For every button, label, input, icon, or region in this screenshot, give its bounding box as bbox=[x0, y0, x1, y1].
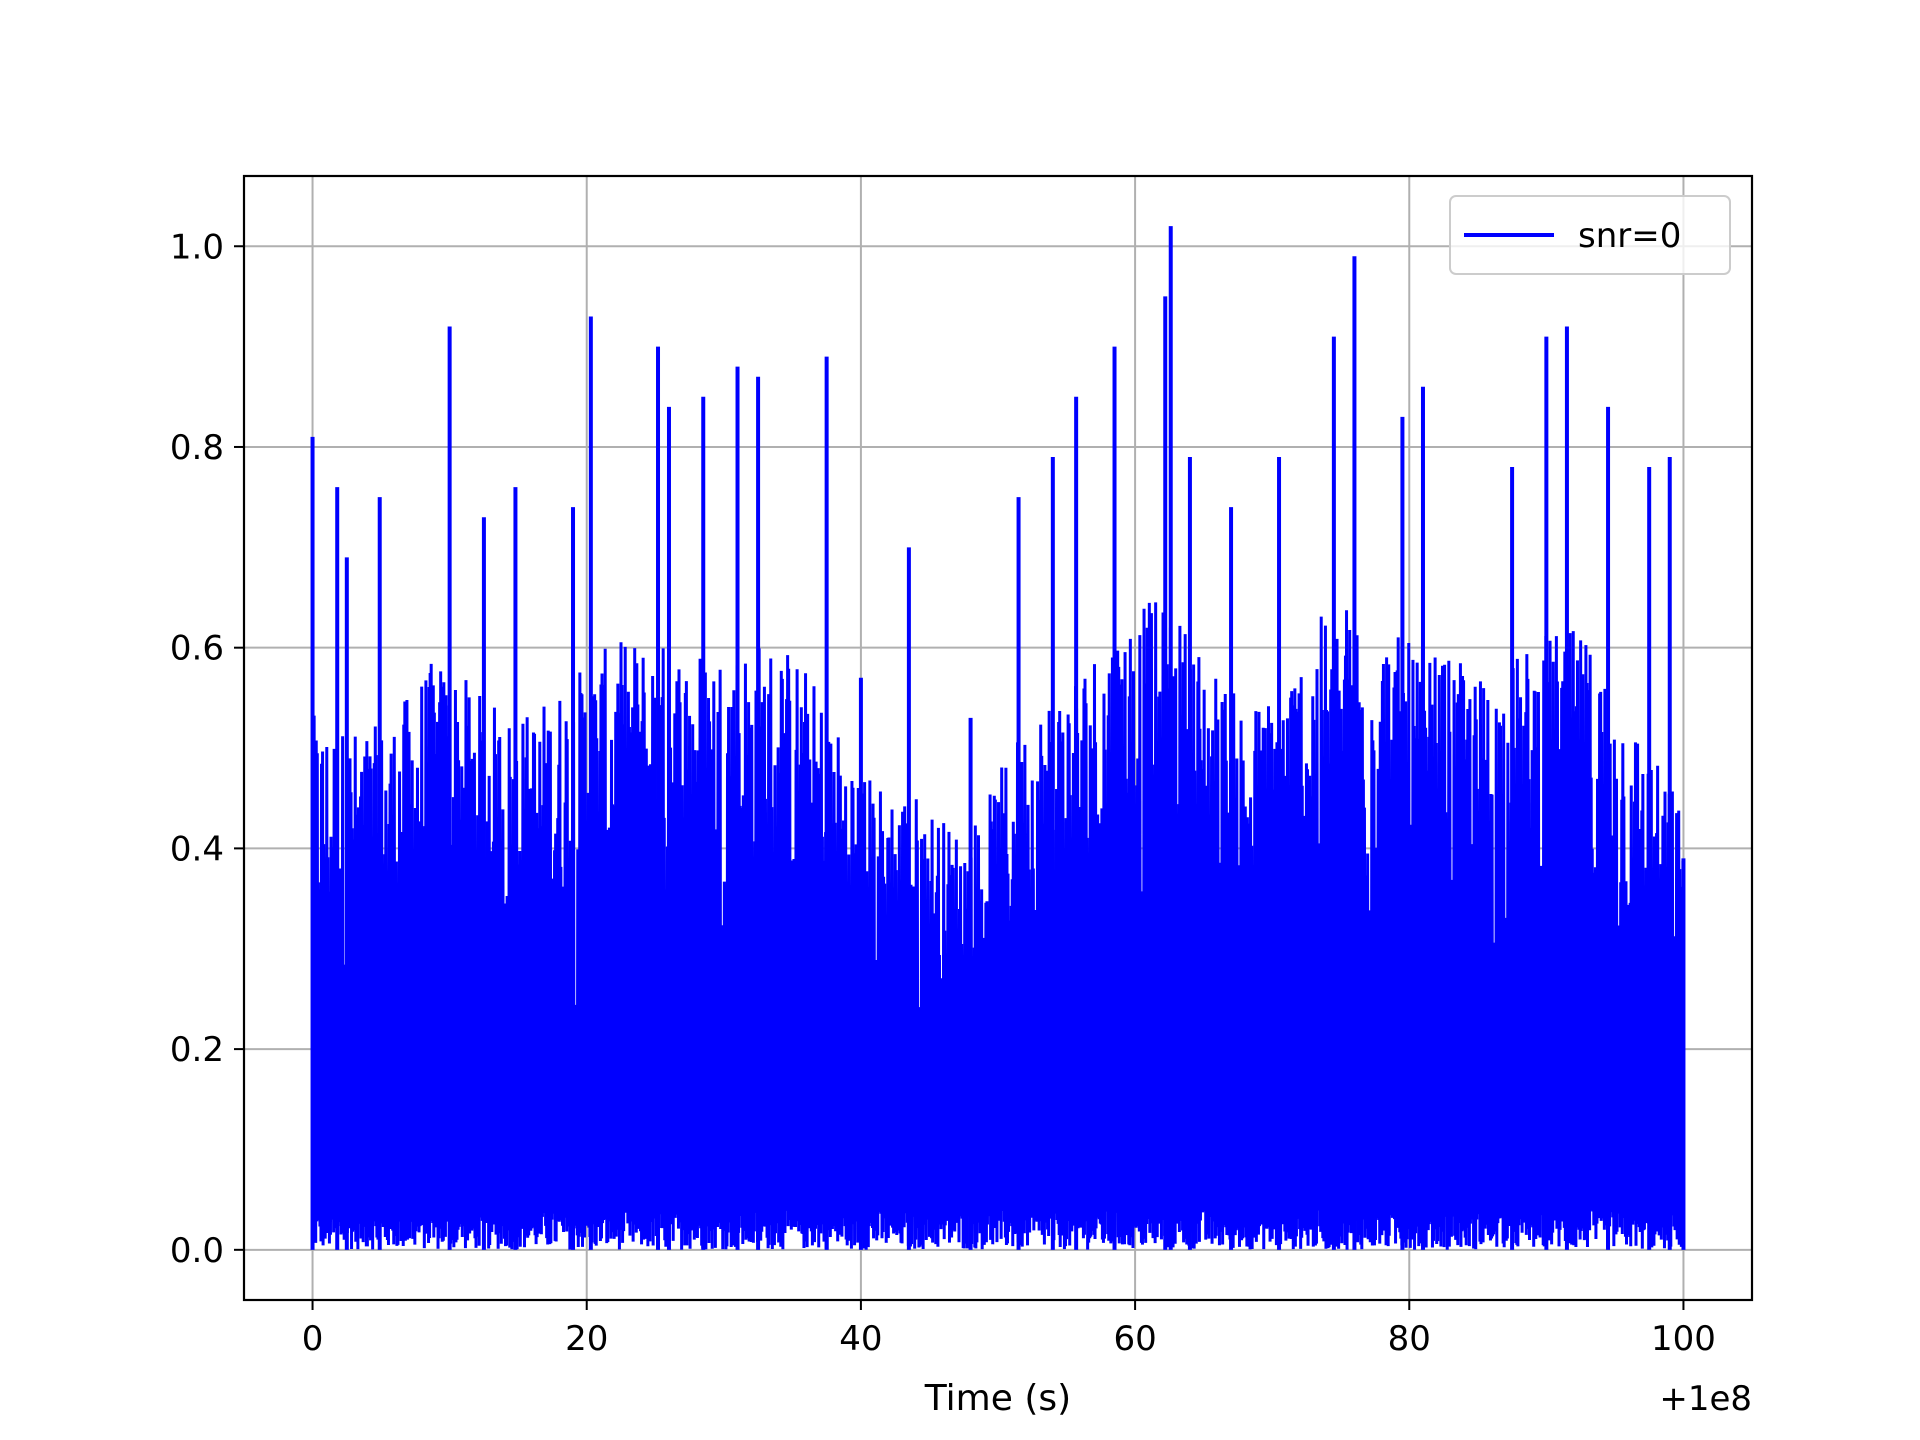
x-tick-label: 40 bbox=[839, 1319, 882, 1359]
legend: snr=0 bbox=[1449, 195, 1731, 275]
y-tick-label: 0.4 bbox=[170, 829, 224, 869]
legend-label: snr=0 bbox=[1578, 216, 1681, 256]
x-axis-title: Time (s) bbox=[924, 1378, 1071, 1419]
y-tick-label: 0.6 bbox=[170, 629, 224, 669]
x-tick-label: 0 bbox=[302, 1319, 324, 1359]
x-axis: 0 20 40 60 80 100 bbox=[302, 1300, 1716, 1359]
x-tick-label: 80 bbox=[1388, 1319, 1431, 1359]
series-layer bbox=[310, 226, 1686, 1250]
axes-frame bbox=[242, 174, 1754, 1302]
y-tick-label: 0.2 bbox=[170, 1030, 224, 1070]
series-line-snr-0 bbox=[311, 602, 1685, 1250]
x-axis-offset-label: +1e8 bbox=[1659, 1379, 1752, 1419]
y-axis: 0.0 0.2 0.4 0.6 0.8 1.0 bbox=[170, 227, 244, 1271]
y-tick-label: 1.0 bbox=[170, 227, 224, 267]
y-tick-label: 0.0 bbox=[170, 1231, 224, 1271]
legend-box bbox=[1449, 195, 1731, 275]
x-tick-label: 100 bbox=[1651, 1319, 1716, 1359]
x-tick-label: 20 bbox=[565, 1319, 608, 1359]
y-tick-label: 0.8 bbox=[170, 428, 224, 468]
x-tick-label: 60 bbox=[1113, 1319, 1156, 1359]
